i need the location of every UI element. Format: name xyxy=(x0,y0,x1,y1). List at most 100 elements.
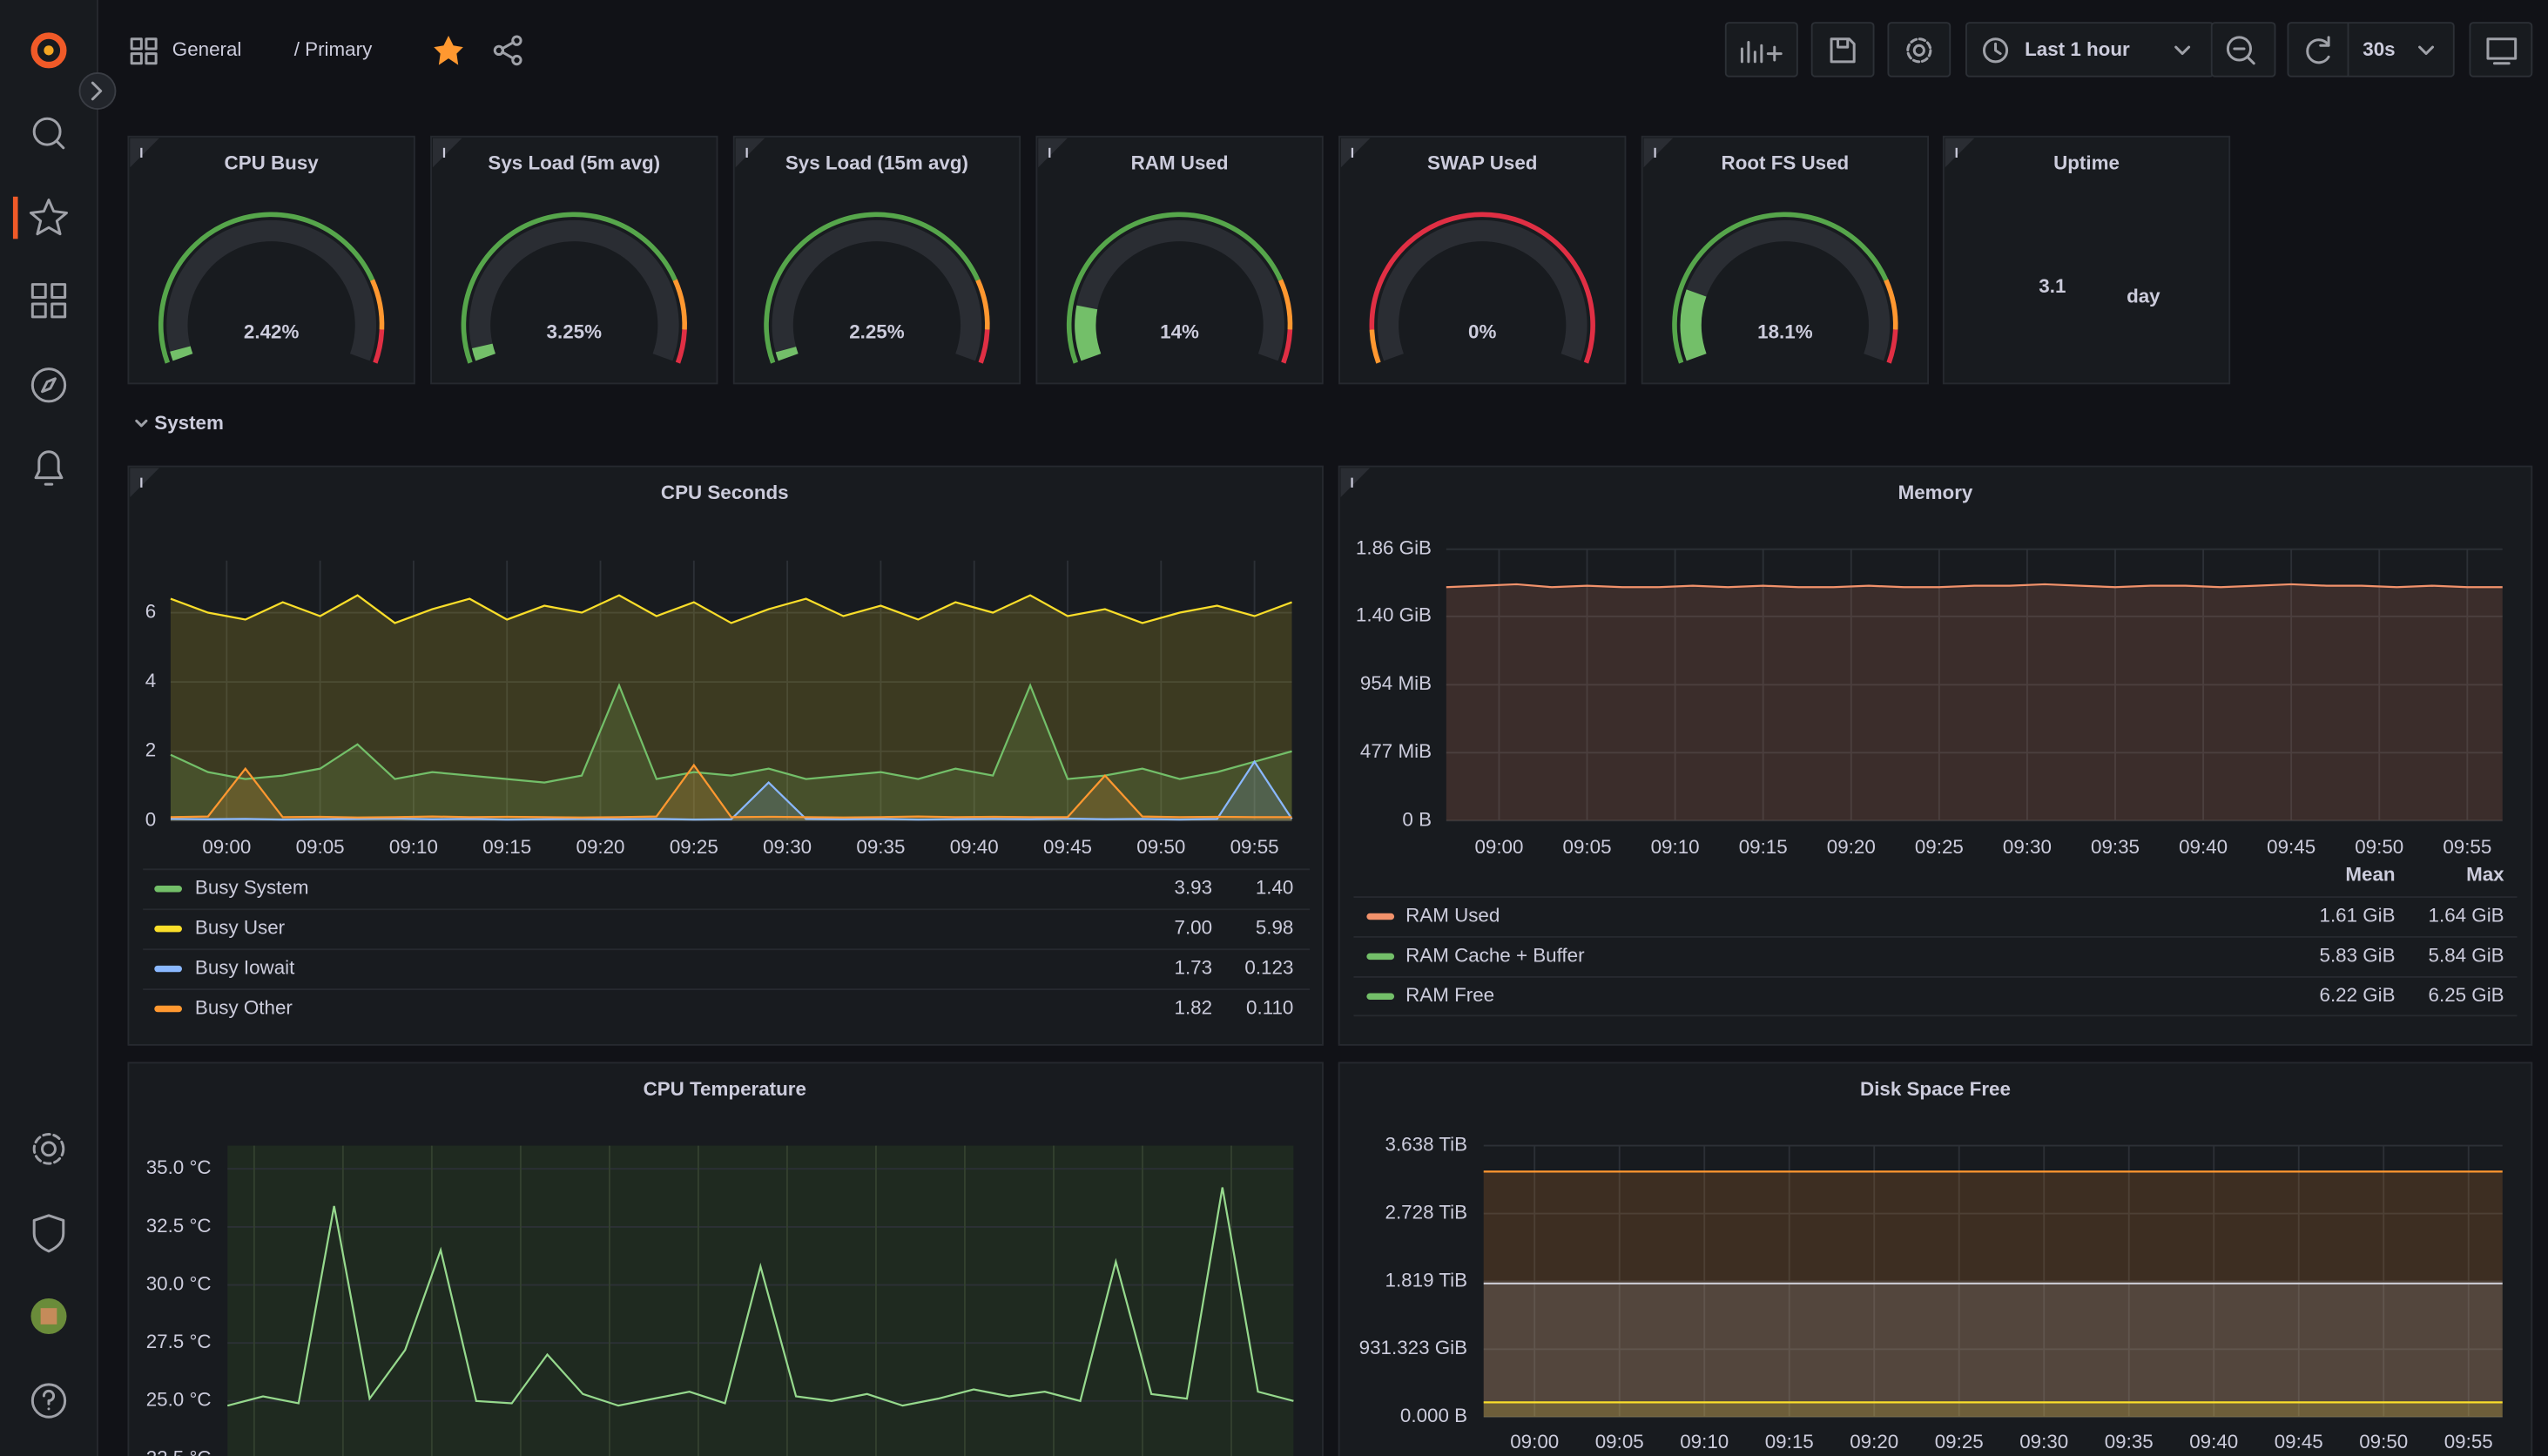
row-title[interactable]: System xyxy=(154,412,224,434)
gauge-track xyxy=(1377,219,1587,361)
legend-stat: 1.82 xyxy=(1175,996,1213,1018)
panel-title: CPU Temperature xyxy=(644,1078,806,1100)
legend-name: RAM Used xyxy=(1405,904,1500,926)
x-tick-label: 09:25 xyxy=(1935,1431,1984,1453)
user-avatar[interactable] xyxy=(30,1298,67,1335)
x-tick-label: 09:05 xyxy=(1595,1431,1644,1453)
y-tick-label: 2.728 TiB xyxy=(1385,1201,1468,1223)
legend-stat: 1.73 xyxy=(1175,956,1213,978)
refresh-interval[interactable]: 30s xyxy=(2363,38,2395,60)
panel-title: RAM Used xyxy=(1131,152,1229,173)
x-tick-label: 09:20 xyxy=(1850,1431,1898,1453)
grafana-logo[interactable] xyxy=(30,32,67,69)
x-tick-label: 09:30 xyxy=(2019,1431,2068,1453)
legend-name: Busy Other xyxy=(195,996,293,1018)
x-tick-label: 09:45 xyxy=(1043,836,1092,858)
search-icon[interactable] xyxy=(32,117,65,150)
save-button[interactable] xyxy=(1810,22,1875,78)
panel-title: CPU Seconds xyxy=(661,482,789,503)
legend-column-header: Mean xyxy=(2345,864,2395,886)
x-tick-label: 09:50 xyxy=(2355,836,2403,858)
gauge-threshold xyxy=(158,212,375,364)
gauge-threshold xyxy=(1884,279,1898,330)
gauge-threshold xyxy=(1369,329,1381,364)
legend-stat: 6.25 GiB xyxy=(2429,984,2504,1006)
share-icon[interactable] xyxy=(493,35,522,66)
legend-stat: 0.110 xyxy=(1246,996,1293,1018)
active-indicator xyxy=(12,196,18,239)
panel-title: Root FS Used xyxy=(1722,152,1850,173)
gauge-threshold xyxy=(1277,279,1293,330)
y-tick-label: 0.000 B xyxy=(1400,1405,1467,1426)
legend-name: Busy Iowait xyxy=(195,956,295,978)
gauge-value-arc xyxy=(170,346,193,361)
zoom-out-button[interactable] xyxy=(2210,22,2276,78)
gauge-threshold xyxy=(1066,212,1284,364)
gauge-track xyxy=(166,219,376,361)
panel-uptime xyxy=(1942,135,2231,385)
legend-stat: 0.123 xyxy=(1244,956,1293,978)
x-tick-label: 09:45 xyxy=(2267,836,2315,858)
area-fill xyxy=(1483,1171,2503,1418)
admin-icon[interactable] xyxy=(32,1214,65,1253)
legend-stat: 1.64 GiB xyxy=(2429,904,2504,926)
panel-info-corner xyxy=(1643,138,1674,168)
x-tick-label: 09:15 xyxy=(1765,1431,1814,1453)
settings-icon[interactable] xyxy=(32,1133,65,1165)
gauge-value: 0% xyxy=(1468,320,1496,342)
explore-icon[interactable] xyxy=(30,367,67,403)
x-tick-label: 09:50 xyxy=(1136,836,1185,858)
breadcrumb-folder[interactable]: General xyxy=(172,38,242,60)
alerting-icon[interactable] xyxy=(34,450,64,486)
expand-button[interactable] xyxy=(78,72,117,110)
time-range[interactable]: Last 1 hour xyxy=(2025,38,2130,60)
gauge-value: 3.25% xyxy=(547,320,603,342)
panel-title: CPU Busy xyxy=(225,152,320,173)
legend-name: RAM Cache + Buffer xyxy=(1405,944,1585,966)
x-tick-label: 09:25 xyxy=(1915,836,1964,858)
row-chevron[interactable] xyxy=(135,419,148,428)
panel-title: Sys Load (15m avg) xyxy=(785,152,968,173)
legend-stat: 1.61 GiB xyxy=(2320,904,2396,926)
x-tick-label: 09:15 xyxy=(482,836,531,858)
settings-button[interactable] xyxy=(1887,22,1951,78)
gauge-value-arc xyxy=(1075,305,1102,361)
breadcrumb-dashboard[interactable]: / Primary xyxy=(294,38,373,60)
y-tick-label: 1.819 TiB xyxy=(1385,1269,1468,1291)
help-icon[interactable] xyxy=(30,1383,67,1419)
gauge-value: 2.25% xyxy=(849,320,905,342)
legend-name: RAM Free xyxy=(1405,984,1494,1006)
y-tick-label: 30.0 °C xyxy=(146,1272,212,1294)
y-tick-label: 4 xyxy=(145,670,156,691)
x-tick-label: 09:20 xyxy=(576,836,625,858)
gauge-threshold xyxy=(978,329,990,364)
x-tick-label: 09:55 xyxy=(2444,1431,2493,1453)
area-fill xyxy=(1483,1283,2503,1418)
panel-title: Memory xyxy=(1898,482,1973,503)
series-line xyxy=(170,594,1292,624)
gauge-threshold xyxy=(675,329,687,364)
x-tick-label: 09:40 xyxy=(950,836,999,858)
panel-title: Uptime xyxy=(2053,152,2120,173)
legend-stat: 5.84 GiB xyxy=(2429,944,2504,966)
y-tick-label: 35.0 °C xyxy=(146,1156,212,1178)
gauge-value: 14% xyxy=(1160,320,1199,342)
legend-stat: 1.40 xyxy=(1256,877,1294,899)
y-tick-label: 1.40 GiB xyxy=(1356,604,1432,626)
favorite-star[interactable] xyxy=(434,36,463,65)
x-tick-label: 09:10 xyxy=(1651,836,1700,858)
gauge-threshold xyxy=(975,279,990,330)
area-fill xyxy=(170,595,1292,821)
starred-icon[interactable] xyxy=(29,199,69,236)
x-tick-label: 09:05 xyxy=(296,836,345,858)
gauge-threshold xyxy=(1886,329,1898,364)
add-panel-button[interactable] xyxy=(1724,22,1798,78)
refresh-button[interactable] xyxy=(2287,22,2455,78)
panel-title: SWAP Used xyxy=(1427,152,1537,173)
dashboards-icon[interactable] xyxy=(30,283,67,319)
tv-mode-button[interactable] xyxy=(2469,22,2533,78)
y-tick-label: 0 B xyxy=(1402,808,1432,830)
